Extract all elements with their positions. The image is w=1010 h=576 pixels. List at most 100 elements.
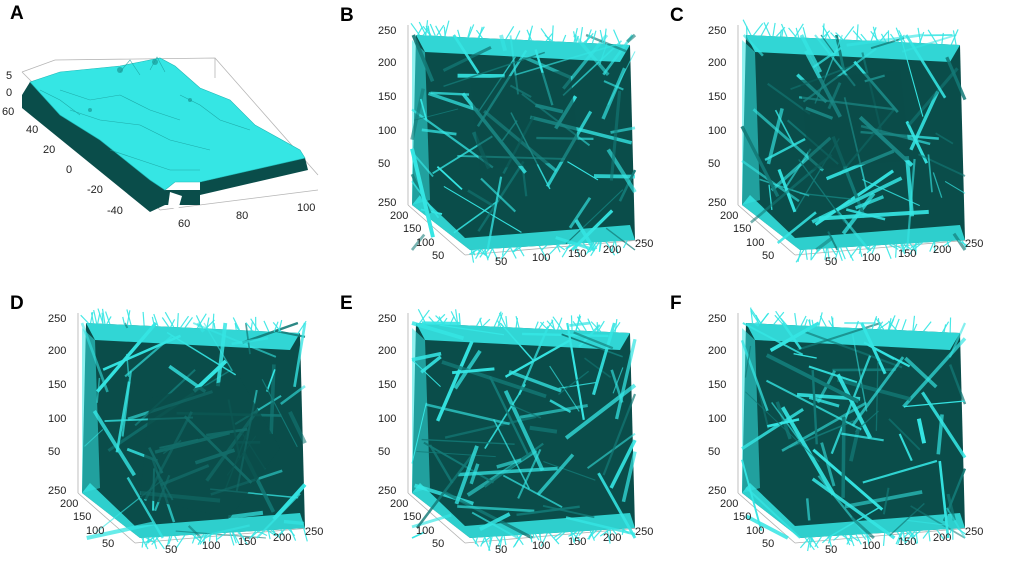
y-tick: 200: [720, 210, 739, 222]
x-tick: 50: [825, 256, 838, 268]
y-tick: 150: [73, 511, 92, 523]
z-tick: 150: [378, 91, 397, 103]
x-tick: 250: [635, 238, 654, 250]
x-tick: 100: [862, 540, 881, 552]
z-tick: 50: [378, 158, 391, 170]
z-tick: 250: [378, 313, 397, 325]
y-tick: 100: [746, 525, 765, 537]
panel-a: A 5 0 60 40 2: [0, 0, 330, 250]
z-tick: 200: [378, 345, 397, 357]
y-tick: 50: [762, 538, 775, 550]
y-tick: 50: [432, 250, 445, 262]
z-tick: 200: [708, 345, 727, 357]
x-tick: 250: [965, 526, 984, 538]
fiber-cube-render: [407, 20, 641, 263]
x-tick: 200: [603, 244, 622, 256]
y-tick: 150: [403, 223, 422, 235]
y-tick: 50: [762, 250, 775, 262]
y-tick: 200: [60, 498, 79, 510]
x-tick: 60: [178, 218, 191, 230]
z-tick: 100: [708, 125, 727, 137]
fiber-cube-render: [407, 309, 641, 551]
z-tick: 50: [378, 446, 391, 458]
z-tick: 100: [378, 125, 397, 137]
x-tick: 100: [532, 540, 551, 552]
y-tick: 200: [720, 498, 739, 510]
panel-label-f: F: [670, 293, 682, 314]
x-tick: 250: [965, 238, 984, 250]
panel-label-a: A: [10, 3, 24, 24]
panel-label-d: D: [10, 293, 24, 314]
panel-label-e: E: [340, 293, 353, 314]
x-tick: 150: [238, 536, 257, 548]
z-tick: 150: [48, 379, 67, 391]
y-tick: 150: [733, 511, 752, 523]
x-tick: 50: [495, 544, 508, 556]
z-tick: 50: [708, 158, 721, 170]
z-tick: 250: [48, 313, 67, 325]
surface-plot-a: [21, 56, 319, 212]
y-tick: 100: [416, 525, 435, 537]
x-tick: 100: [202, 540, 221, 552]
panel-label-b: B: [340, 5, 354, 26]
z-tick: 250: [708, 313, 727, 325]
x-tick: 200: [933, 532, 952, 544]
z-tick: 100: [708, 413, 727, 425]
y-tick: 50: [102, 538, 115, 550]
z-tick: 200: [378, 57, 397, 69]
y-tick: 250: [48, 485, 67, 497]
x-tick: 200: [603, 532, 622, 544]
y-tick: 100: [86, 525, 105, 537]
z-tick: 200: [48, 345, 67, 357]
panel-c: C 250 200 150 100 50 250 200 150 100 50 50 100 150 200…: [660, 0, 990, 288]
y-tick: 250: [378, 197, 397, 209]
panel-f: F 250 200 150 100 50 250 200 150 100 50 50 100 150 200…: [660, 288, 990, 576]
y-tick: 150: [403, 511, 422, 523]
z-tick: 5: [6, 70, 13, 82]
panel-b: B 250 200 150 100 50 250 200 150 100 50 50 100 150 200…: [330, 0, 660, 288]
z-tick: 150: [708, 91, 727, 103]
z-tick: 150: [378, 379, 397, 391]
panel-label-c: C: [670, 5, 684, 26]
fiber-cube-render: [737, 307, 971, 552]
z-tick: 200: [708, 57, 727, 69]
y-tick: -20: [87, 184, 103, 196]
y-tick: 250: [378, 485, 397, 497]
y-tick: -40: [107, 205, 123, 217]
x-tick: 100: [532, 252, 551, 264]
y-tick: 250: [708, 197, 727, 209]
x-tick: 200: [933, 244, 952, 256]
y-tick: 200: [390, 210, 409, 222]
y-tick: 50: [432, 538, 445, 550]
y-tick: 250: [708, 485, 727, 497]
z-tick: 250: [378, 25, 397, 37]
panel-e: E 250 200 150 100 50 250 200 150 100 50 50 100 150 200…: [330, 288, 660, 576]
z-tick: 250: [708, 25, 727, 37]
x-tick: 150: [898, 248, 917, 260]
z-tick: 0: [6, 87, 13, 99]
panel-d: D 250 200 150 100 50 250 200 150 100 50 50 100 150 200…: [0, 288, 330, 576]
z-tick: 50: [708, 446, 721, 458]
y-tick: 40: [26, 124, 39, 136]
y-tick: 0: [66, 164, 73, 176]
x-tick: 250: [635, 526, 654, 538]
x-tick: 50: [165, 544, 178, 556]
z-tick: 50: [48, 446, 61, 458]
y-tick: 20: [43, 144, 56, 156]
z-tick: 100: [48, 413, 67, 425]
x-tick: 100: [297, 202, 316, 214]
x-tick: 50: [825, 544, 838, 556]
y-tick: 200: [390, 498, 409, 510]
y-tick: 60: [2, 106, 15, 118]
x-tick: 150: [898, 536, 917, 548]
x-tick: 150: [568, 536, 587, 548]
x-tick: 50: [495, 256, 508, 268]
x-tick: 250: [305, 526, 324, 538]
y-tick: 100: [416, 237, 435, 249]
y-tick: 100: [746, 237, 765, 249]
x-tick: 150: [568, 248, 587, 260]
fiber-cube-render: [737, 19, 971, 263]
z-tick: 150: [708, 379, 727, 391]
fiber-cube-render: [77, 308, 311, 550]
y-tick: 150: [733, 223, 752, 235]
